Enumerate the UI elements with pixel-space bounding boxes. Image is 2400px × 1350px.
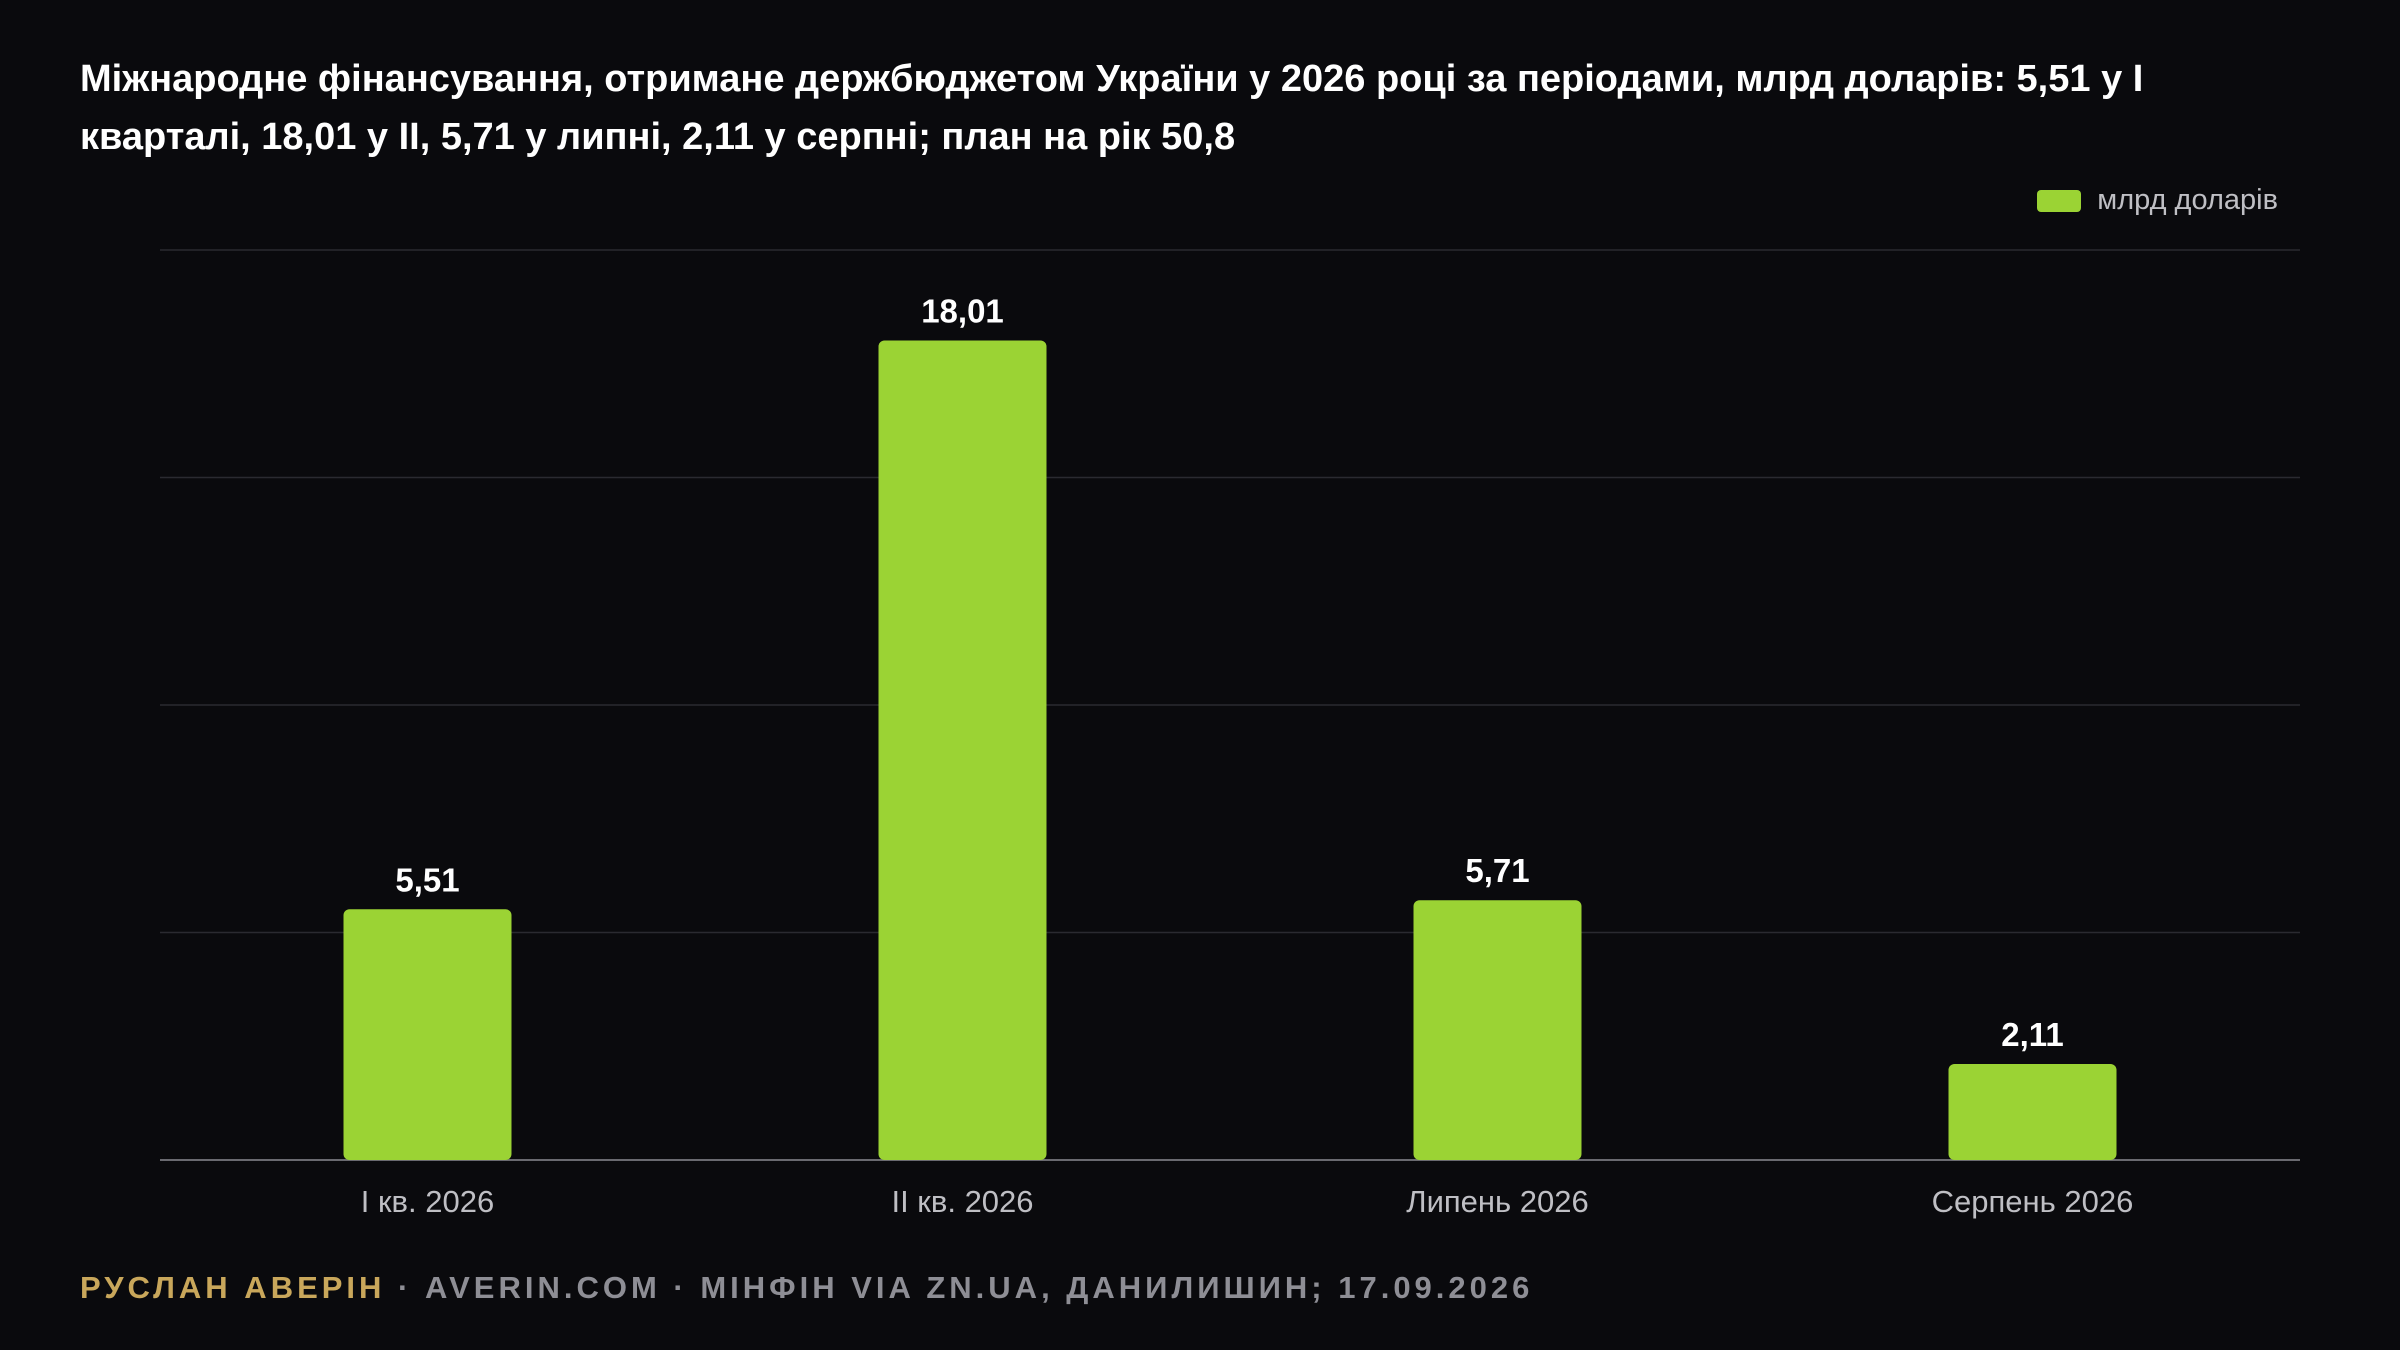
- footer-credits: РУСЛАН АВЕРІН · AVERIN.COM · МІНФІН VIA …: [80, 1270, 1533, 1306]
- footer-site: AVERIN.COM: [425, 1270, 661, 1305]
- footer-separator: ·: [385, 1270, 425, 1305]
- bar-chart: 5,51 І кв. 2026 18,01 ІІ кв. 2026 5,71 Липень…: [160, 249, 2300, 1219]
- footer-separator: ·: [660, 1270, 701, 1305]
- footer-source: МІНФІН VIA ZN.UA, ДАНИЛИШИН; 17.09.2026: [700, 1270, 1534, 1305]
- x-tick-label: І кв. 2026: [361, 1184, 494, 1219]
- bar: [343, 909, 512, 1160]
- x-tick-label: ІІ кв. 2026: [891, 1184, 1033, 1219]
- bar: [1948, 1063, 2117, 1160]
- bar-value-label: 5,51: [395, 861, 459, 898]
- bar-value-label: 18,01: [921, 293, 1004, 330]
- x-tick-label: Серпень 2026: [1932, 1184, 2134, 1219]
- bar-value-label: 5,71: [1465, 852, 1529, 889]
- bar: [1413, 900, 1582, 1160]
- chart-legend: млрд доларів: [2037, 184, 2278, 217]
- x-tick-label: Липень 2026: [1406, 1184, 1589, 1219]
- footer-author: РУСЛАН АВЕРІН: [80, 1270, 386, 1305]
- bar: [878, 340, 1047, 1160]
- legend-label: млрд доларів: [2097, 184, 2278, 216]
- chart-title: Міжнародне фінансування, отримане держбю…: [80, 58, 2144, 158]
- legend-swatch: [2037, 189, 2082, 212]
- bar-value-label: 2,11: [2001, 1016, 2063, 1053]
